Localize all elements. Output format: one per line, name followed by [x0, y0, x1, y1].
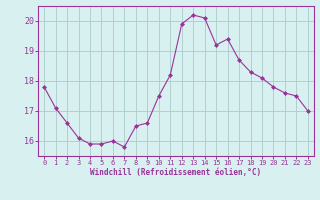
X-axis label: Windchill (Refroidissement éolien,°C): Windchill (Refroidissement éolien,°C)	[91, 168, 261, 177]
